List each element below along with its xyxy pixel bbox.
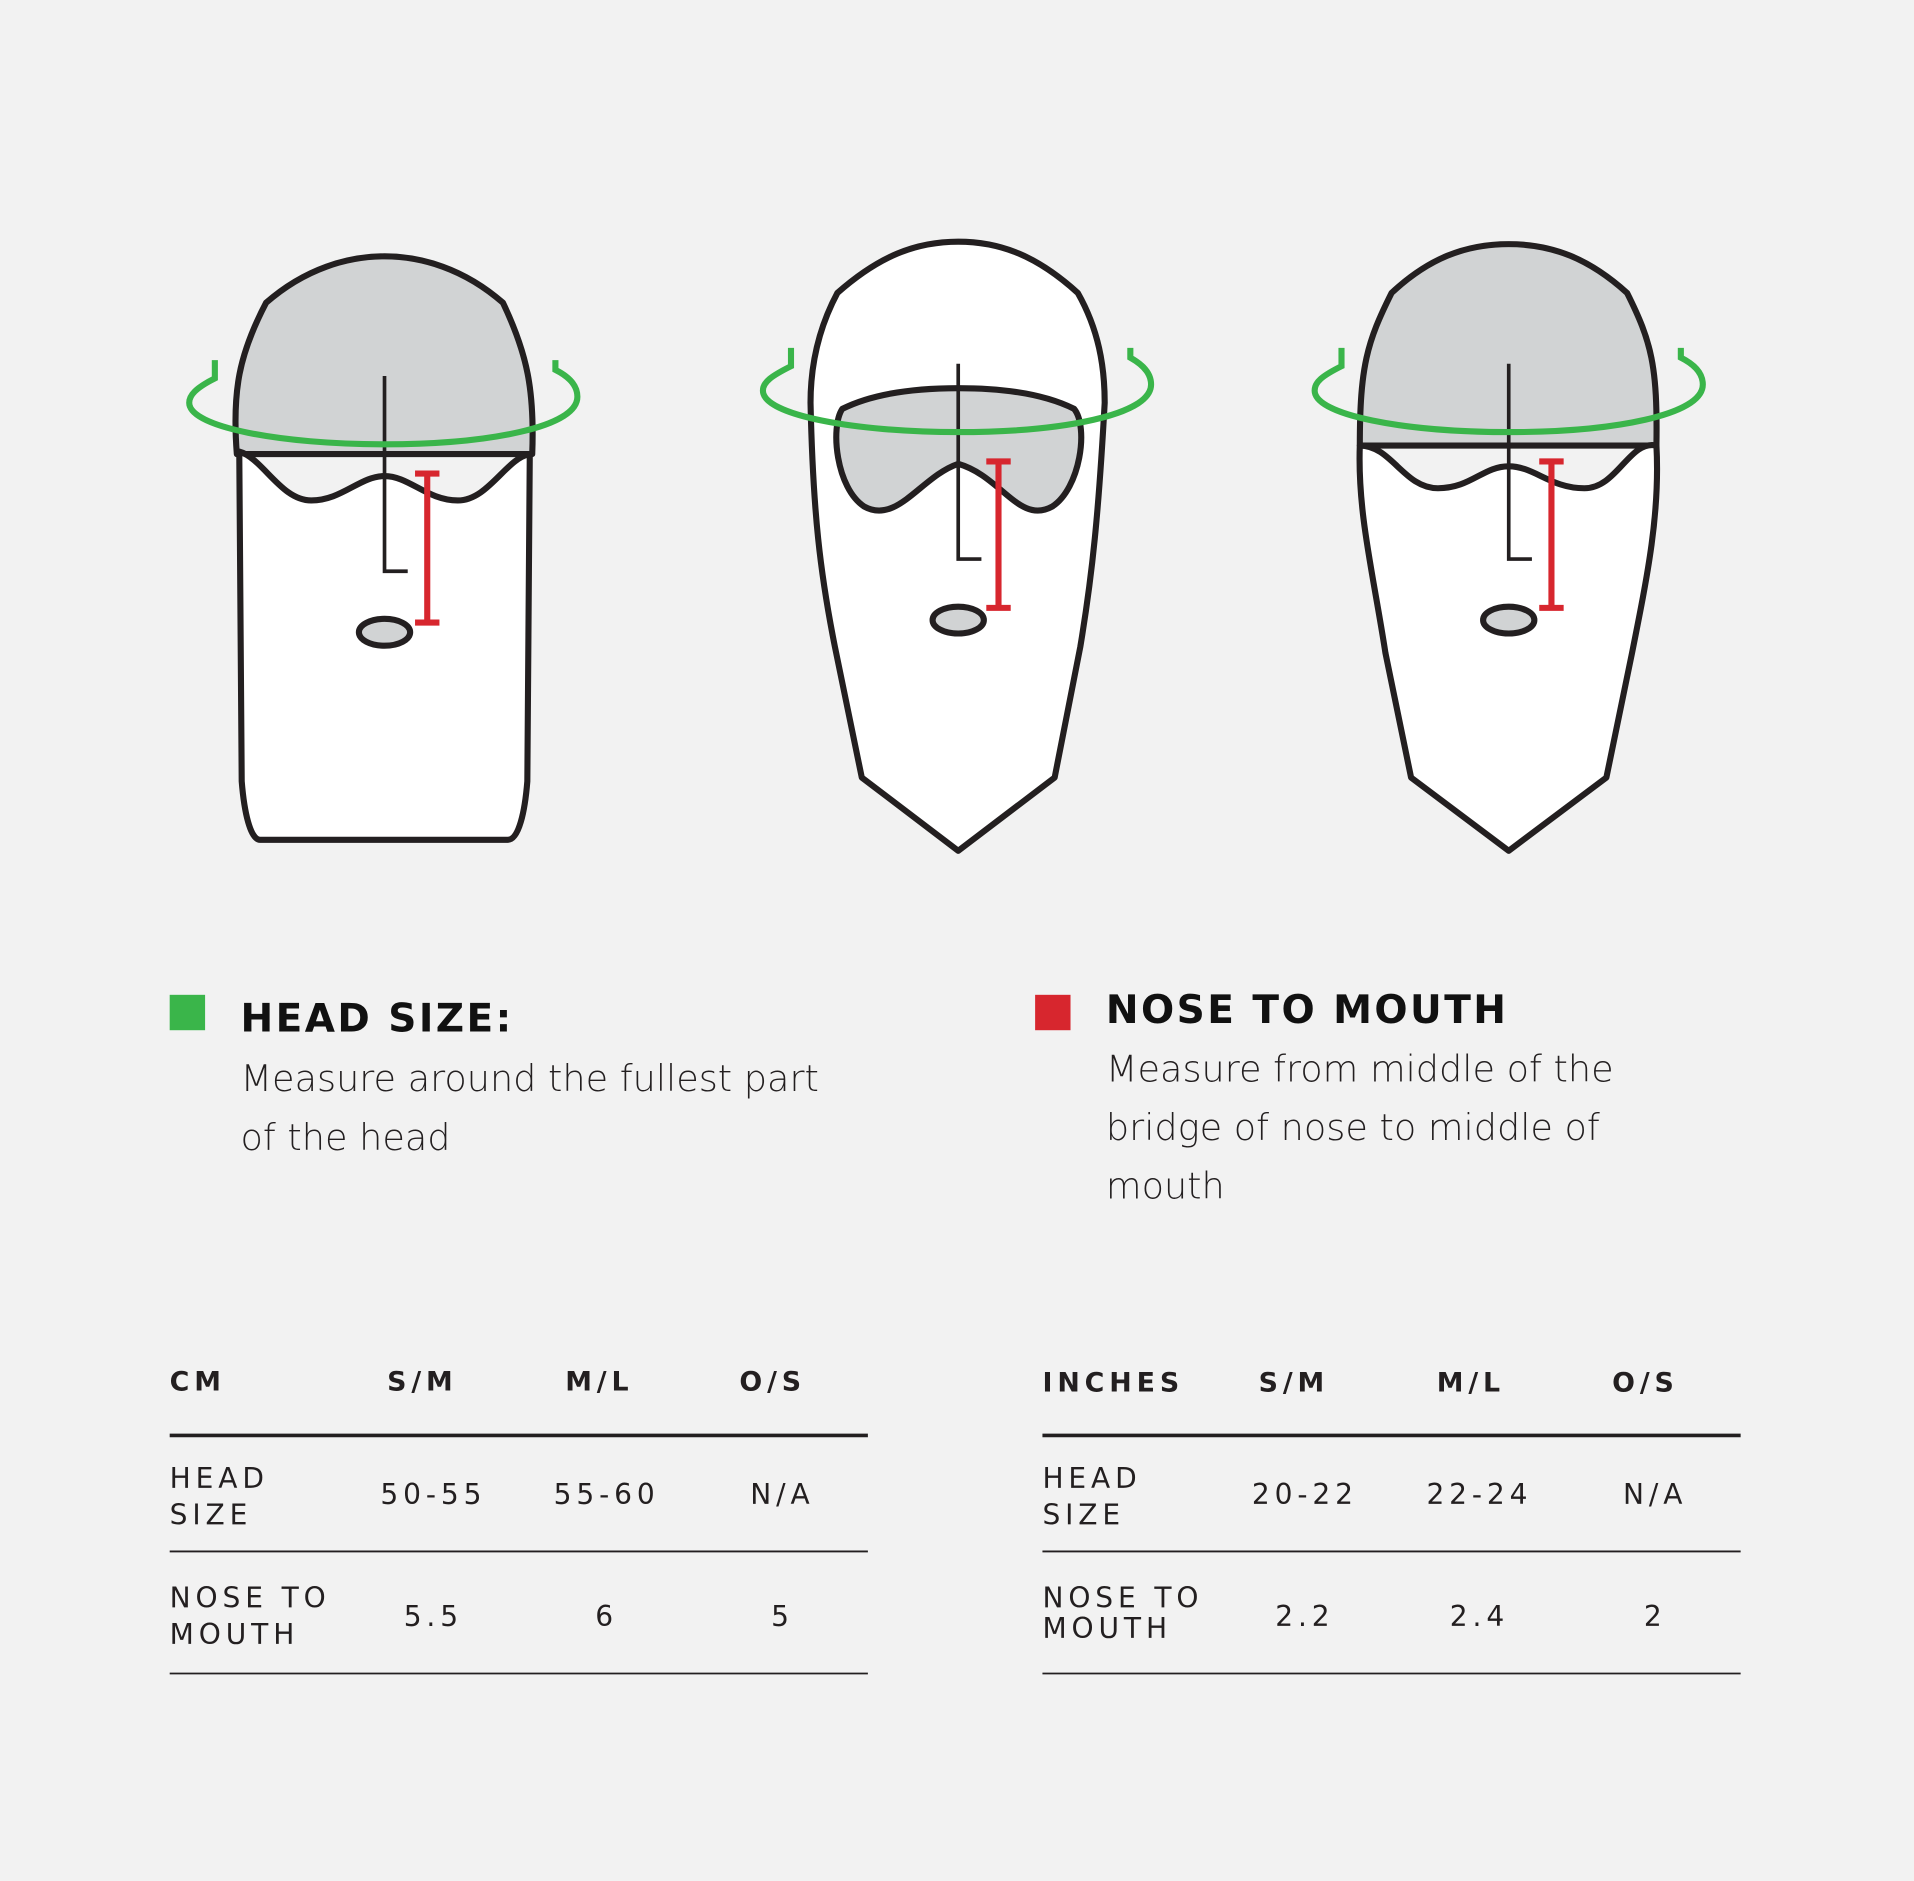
mask-illustration-tube <box>186 253 581 843</box>
nose-to-mouth-icon <box>1539 458 1564 611</box>
mask-illustration-hood <box>1311 241 1706 854</box>
legend-nose-to-mouth: NOSE TO MOUTH Measure from middle of the… <box>1035 988 1614 1208</box>
table-cell: N/A <box>1623 1478 1687 1511</box>
green-swatch-icon <box>169 994 206 1031</box>
column-header: M/L <box>565 1366 633 1397</box>
row-label: HEAD <box>170 1462 269 1495</box>
column-header: S/M <box>387 1366 458 1397</box>
size-table-inches: INCHES S/M M/L O/S HEAD SIZE 20-22 22-24… <box>1042 1368 1741 1675</box>
table-cell: N/A <box>750 1478 814 1511</box>
legend-text: mouth <box>1106 1165 1225 1208</box>
legend-title: HEAD SIZE: <box>240 996 513 1041</box>
table-cell: 20-22 <box>1252 1478 1358 1511</box>
head-circumference-icon <box>759 347 1155 436</box>
nose-to-mouth-icon <box>415 470 440 626</box>
row-label: HEAD <box>1042 1462 1141 1495</box>
table-cell: 22-24 <box>1426 1478 1532 1511</box>
row-label: MOUTH <box>170 1618 299 1651</box>
table-cell: 50-55 <box>380 1478 486 1511</box>
legend-head-size: HEAD SIZE: Measure around the fullest pa… <box>169 994 819 1159</box>
table-cell: 2.4 <box>1450 1600 1509 1633</box>
column-header: M/L <box>1437 1368 1505 1399</box>
head-circumference-icon <box>1311 347 1706 436</box>
table-cell: 5.5 <box>404 1600 463 1633</box>
table-cell: 2 <box>1644 1600 1667 1633</box>
row-label: MOUTH <box>1042 1612 1172 1645</box>
mask-illustration-balaclava <box>759 238 1155 854</box>
column-header: O/S <box>739 1366 806 1397</box>
nose-to-mouth-icon <box>986 458 1011 611</box>
row-label: NOSE TO <box>1042 1582 1203 1615</box>
size-table-cm: CM S/M M/L O/S HEAD SIZE 50-55 55-60 N/A… <box>169 1366 868 1675</box>
legend-text: Measure from middle of the <box>1106 1047 1614 1090</box>
legend-text: of the head <box>240 1116 450 1159</box>
column-header: S/M <box>1259 1368 1330 1399</box>
row-label: SIZE <box>1042 1499 1125 1532</box>
table-cell: 2.2 <box>1275 1600 1334 1633</box>
mouth-opening-icon <box>929 603 987 637</box>
mouth-opening-icon <box>355 615 414 649</box>
legend-text: Measure around the fullest part <box>240 1057 818 1100</box>
unit-header: CM <box>170 1366 226 1397</box>
unit-header: INCHES <box>1042 1368 1184 1399</box>
table-cell: 55-60 <box>554 1478 660 1511</box>
head-circumference-icon <box>186 360 581 448</box>
mouth-opening-icon <box>1480 603 1538 637</box>
legend-text: bridge of nose to middle of <box>1106 1106 1600 1149</box>
column-header: O/S <box>1612 1368 1679 1399</box>
red-swatch-icon <box>1035 994 1071 1031</box>
row-label: SIZE <box>170 1499 253 1532</box>
table-cell: 6 <box>595 1600 618 1633</box>
row-label: NOSE TO <box>170 1582 331 1615</box>
table-cell: 5 <box>771 1600 794 1633</box>
legend-title: NOSE TO MOUTH <box>1106 988 1508 1033</box>
